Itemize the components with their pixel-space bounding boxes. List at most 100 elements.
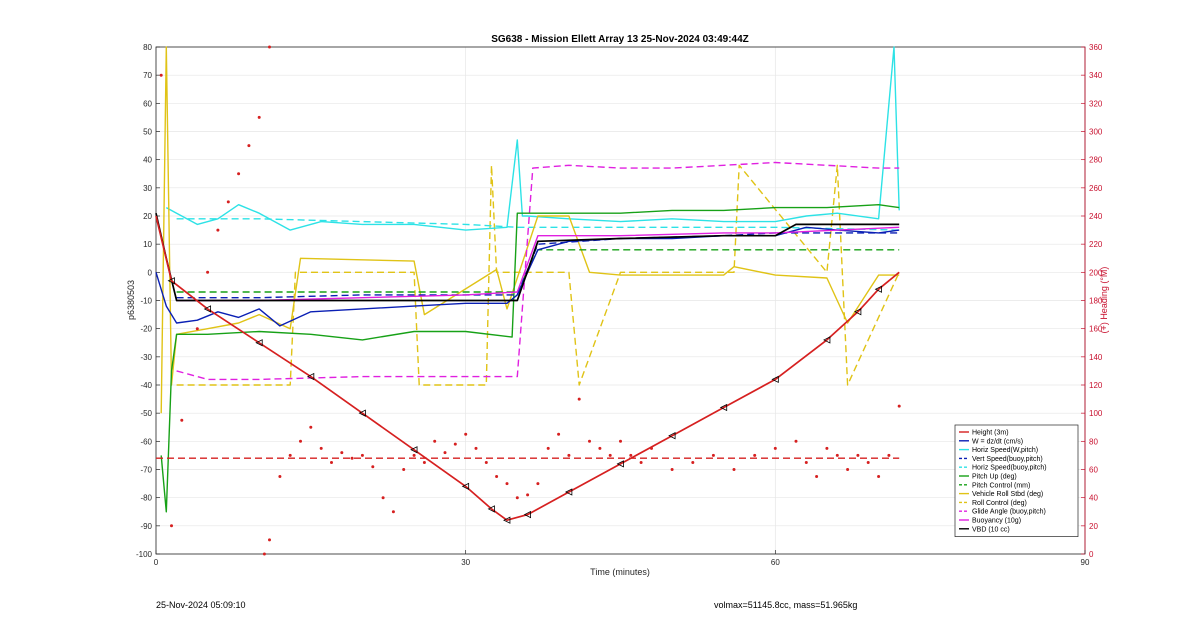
y2-tick-label: 260 [1089, 184, 1103, 193]
legend-entry: Roll Control (deg) [972, 500, 1027, 507]
heading-point [159, 73, 163, 77]
height-marker [255, 339, 263, 347]
heading-point [536, 482, 540, 486]
y-tick-label: -50 [140, 409, 152, 418]
x-axis-label: Time (minutes) [590, 567, 650, 577]
y2-tick-label: 80 [1089, 437, 1098, 446]
height-marker [616, 460, 624, 468]
legend-entry: Pitch Up (deg) [972, 474, 1017, 481]
legend-entry: VBD (10 cc) [972, 526, 1010, 533]
y2-tick-label: 200 [1089, 268, 1103, 277]
legend-entry: Glide Angle (buoy,pitch) [972, 509, 1046, 516]
y2-axis-label: (+) Heading (°M) [1099, 267, 1109, 334]
series-line-0 [155, 215, 900, 522]
heading-point [262, 552, 266, 556]
y2-tick-label: 320 [1089, 99, 1103, 108]
heading-point [588, 439, 591, 443]
heading-point [474, 446, 478, 450]
x-tick-label: 60 [771, 558, 780, 567]
y2-tick-label: 100 [1089, 409, 1103, 418]
height-marker [771, 375, 779, 384]
heading-point [794, 439, 798, 443]
y-tick-label: -80 [140, 494, 152, 503]
heading-point [608, 453, 612, 457]
legend-entry: W = dz/dt (cm/s) [972, 438, 1023, 445]
legend-entry: Horiz Speed(buoy,pitch) [972, 465, 1047, 472]
height-marker [487, 505, 495, 513]
heading-point [866, 461, 870, 464]
legend-box [954, 424, 1079, 537]
y2-tick-label: 40 [1089, 494, 1098, 503]
heading-point [732, 468, 736, 471]
heading-point [711, 453, 715, 457]
heading-point [815, 475, 819, 478]
heading-point [825, 446, 829, 450]
height-marker [358, 409, 366, 417]
y2-tick-label: 180 [1089, 297, 1103, 306]
x-tick-label: 90 [1081, 558, 1090, 567]
legend-entry: Buoyancy (10g) [972, 518, 1021, 525]
heading-point [278, 475, 282, 478]
y-tick-label: 70 [143, 71, 152, 80]
y-tick-label: -20 [140, 325, 152, 334]
heading-point [877, 475, 881, 478]
heading-points [156, 45, 901, 556]
heading-point [619, 439, 622, 443]
heading-point [288, 453, 292, 457]
heading-point [180, 418, 184, 422]
height-marker [874, 285, 882, 293]
series-line-6 [176, 249, 900, 293]
heading-point [319, 446, 323, 450]
heading-point [226, 200, 230, 204]
y-tick-label: 80 [143, 43, 152, 52]
series-line-9 [176, 161, 900, 381]
chart-title: SG638 - Mission Ellett Array 13 25-Nov-2… [491, 34, 749, 45]
heading-point [330, 461, 333, 464]
y-tick-label: -70 [140, 466, 152, 475]
heading-point [856, 453, 860, 457]
footer-timestamp: 25-Nov-2024 05:09:10 [156, 600, 246, 610]
heading-point [360, 453, 364, 457]
y-tick-label: 0 [148, 268, 153, 277]
y-tick-label: -30 [140, 353, 152, 362]
heading-point [484, 461, 488, 464]
heading-point [495, 475, 499, 478]
heading-point [577, 397, 581, 401]
heading-point [206, 270, 210, 274]
heading-point [567, 453, 571, 457]
y-tick-label: -10 [140, 297, 152, 306]
y-tick-label: -90 [140, 522, 152, 531]
x-tick-label: 0 [154, 558, 159, 567]
y-tick-label: -60 [140, 437, 152, 446]
heading-point [391, 510, 395, 514]
series-line-5 [160, 203, 900, 513]
legend-entry: Horiz Speed(W,pitch) [972, 447, 1038, 454]
heading-point [443, 451, 447, 455]
heading-point [257, 115, 261, 119]
heading-point [505, 482, 509, 486]
heading-point [846, 468, 850, 471]
y2-tick-label: 360 [1089, 43, 1103, 52]
heading-point [598, 446, 602, 450]
heading-point [350, 456, 354, 460]
heading-point [299, 439, 302, 443]
y2-tick-label: 160 [1089, 325, 1103, 334]
series-line-11 [155, 213, 900, 302]
heading-point [433, 439, 437, 443]
height-marker [823, 336, 831, 344]
y-tick-label: 20 [143, 212, 152, 221]
heading-point [629, 453, 633, 457]
y2-tick-label: 340 [1089, 71, 1103, 80]
legend-entry: Pitch Control (mm) [972, 482, 1030, 489]
legend-entry: Vert Speed(buoy,pitch) [972, 456, 1043, 463]
heading-point [897, 404, 901, 408]
height-marker [203, 305, 212, 313]
heading-point [650, 446, 653, 450]
y2-tick-label: 220 [1089, 240, 1103, 249]
heading-point [247, 144, 251, 148]
y2-tick-label: 240 [1089, 212, 1103, 221]
y2-tick-label: 0 [1089, 550, 1094, 559]
y2-tick-label: 280 [1089, 156, 1103, 165]
y-tick-label: 30 [143, 184, 152, 193]
